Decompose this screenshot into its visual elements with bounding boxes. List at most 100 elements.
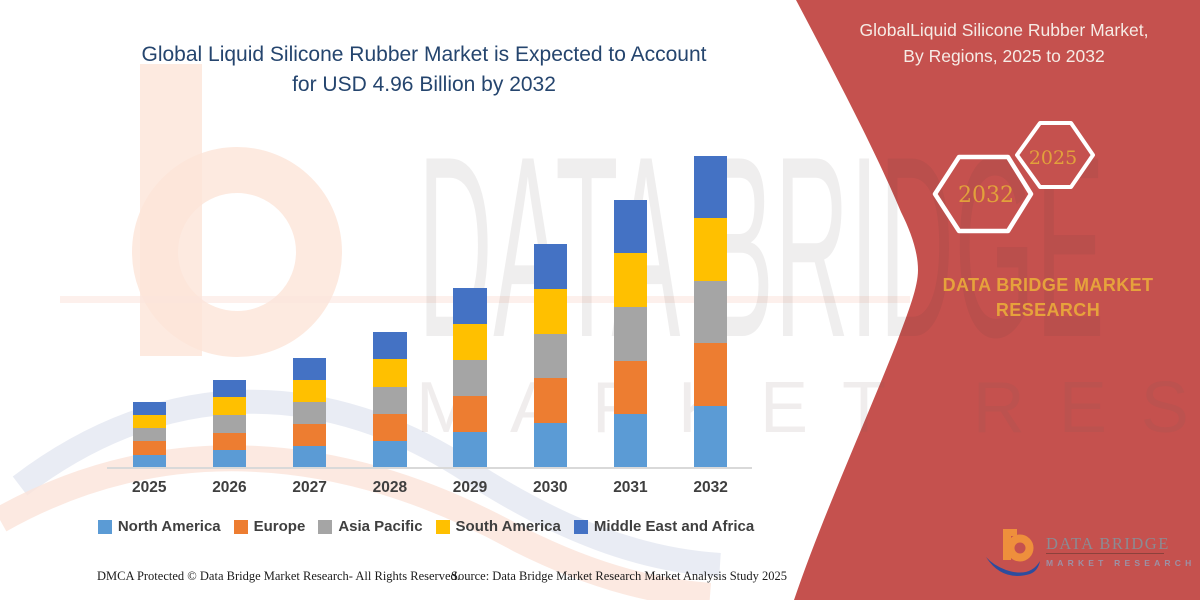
bar-segment-north-america-2029 bbox=[453, 432, 487, 468]
x-axis-label-2032: 2032 bbox=[693, 479, 728, 496]
bar-segment-south-america-2029 bbox=[453, 324, 487, 361]
bar-segment-middle-east-and-africa-2025 bbox=[132, 401, 166, 415]
bar-segment-europe-2028 bbox=[373, 413, 407, 441]
bar-segment-asia-pacific-2030 bbox=[533, 333, 567, 379]
legend-label: South America bbox=[455, 518, 561, 535]
bar-segment-middle-east-and-africa-2028 bbox=[373, 332, 407, 360]
hexagon-2032-label: 2032 bbox=[958, 183, 1014, 208]
chart-title-line2: for USD 4.96 Billion by 2032 bbox=[292, 73, 556, 96]
bar-segment-europe-2027 bbox=[292, 423, 327, 446]
bar-2027 bbox=[292, 0, 327, 468]
legend-label: Asia Pacific bbox=[338, 518, 423, 535]
legend-swatch-asia-pacific bbox=[318, 519, 333, 534]
bar-2030 bbox=[533, 0, 567, 468]
legend-swatch-middle-east-and-africa bbox=[573, 519, 588, 534]
bar-2025 bbox=[132, 0, 166, 468]
bar-segment-south-america-2031 bbox=[613, 253, 648, 308]
bar-2026 bbox=[212, 0, 247, 468]
x-axis-label-2026: 2026 bbox=[212, 479, 247, 496]
bar-segment-north-america-2032 bbox=[693, 405, 728, 468]
legend-item-north-america: North America bbox=[97, 518, 221, 535]
x-axis-line bbox=[107, 467, 752, 469]
bar-segment-europe-2029 bbox=[453, 396, 487, 433]
bar-segment-europe-2032 bbox=[693, 343, 728, 406]
legend-item-europe: Europe bbox=[233, 518, 306, 535]
chart-title: Global Liquid Silicone Rubber Market is … bbox=[104, 40, 744, 100]
footer-copyright: DMCA Protected © Data Bridge Market Rese… bbox=[97, 569, 460, 583]
bar-segment-middle-east-and-africa-2032 bbox=[693, 155, 728, 219]
bar-segment-asia-pacific-2031 bbox=[613, 307, 648, 361]
bar-segment-north-america-2028 bbox=[373, 440, 407, 468]
legend-swatch-europe bbox=[233, 519, 248, 534]
legend-item-asia-pacific: Asia Pacific bbox=[318, 518, 423, 535]
hexagon-2025-label: 2025 bbox=[1029, 147, 1077, 169]
brand-line2: RESEARCH bbox=[995, 300, 1101, 320]
legend-swatch-north-america bbox=[97, 519, 112, 534]
bar-segment-asia-pacific-2032 bbox=[693, 280, 728, 344]
logo-name: DATA BRIDGE bbox=[1046, 534, 1170, 553]
x-axis-label-2030: 2030 bbox=[533, 479, 568, 496]
hexagon-2025 bbox=[1015, 121, 1095, 189]
bar-segment-europe-2030 bbox=[533, 378, 567, 424]
bar-2032 bbox=[693, 0, 728, 468]
side-panel-title-line2: By Regions, 2025 to 2032 bbox=[903, 46, 1105, 66]
bar-segment-asia-pacific-2028 bbox=[373, 386, 407, 414]
legend-swatch-south-america bbox=[435, 519, 450, 534]
legend-label: Europe bbox=[253, 518, 306, 535]
bar-2029 bbox=[453, 0, 487, 468]
legend-label: Middle East and Africa bbox=[593, 518, 755, 535]
hexagon-2032 bbox=[932, 154, 1034, 234]
bar-segment-south-america-2028 bbox=[373, 359, 407, 387]
brand-wordmark: DATA BRIDGE MARKET RESEARCH bbox=[920, 273, 1176, 323]
bar-segment-asia-pacific-2025 bbox=[132, 428, 166, 442]
watermark-b-bowl bbox=[132, 147, 342, 357]
bar-segment-south-america-2026 bbox=[212, 397, 247, 415]
bar-segment-middle-east-and-africa-2031 bbox=[613, 199, 648, 254]
bar-segment-north-america-2031 bbox=[613, 414, 648, 468]
x-axis-label-2028: 2028 bbox=[372, 479, 408, 496]
bar-segment-middle-east-and-africa-2030 bbox=[533, 243, 567, 289]
bar-segment-middle-east-and-africa-2027 bbox=[292, 357, 327, 380]
bar-segment-asia-pacific-2027 bbox=[292, 401, 327, 424]
bar-segment-north-america-2026 bbox=[212, 450, 247, 468]
bar-segment-asia-pacific-2026 bbox=[212, 414, 247, 433]
side-panel-title: GlobalLiquid Silicone Rubber Market, By … bbox=[810, 17, 1198, 69]
chart-legend: North America Europe Asia Pacific South Ame… bbox=[90, 518, 762, 535]
bar-2031 bbox=[613, 0, 648, 468]
logo-swoosh bbox=[986, 557, 1040, 576]
bar-segment-asia-pacific-2029 bbox=[453, 360, 487, 397]
bar-segment-north-america-2030 bbox=[533, 423, 567, 468]
bar-segment-north-america-2027 bbox=[292, 445, 327, 468]
legend-item-south-america: South America bbox=[435, 518, 561, 535]
bar-2028 bbox=[373, 0, 407, 468]
brand-line1: DATA BRIDGE MARKET bbox=[942, 275, 1154, 295]
logo-divider bbox=[1046, 553, 1164, 554]
bar-segment-south-america-2027 bbox=[292, 379, 327, 402]
legend-item-middle-east-and-africa: Middle East and Africa bbox=[573, 518, 755, 535]
chart-title-line1: Global Liquid Silicone Rubber Market is … bbox=[141, 43, 707, 66]
x-axis-label-2027: 2027 bbox=[292, 479, 327, 496]
bar-segment-north-america-2025 bbox=[132, 454, 166, 468]
side-panel-title-line1: GlobalLiquid Silicone Rubber Market, bbox=[859, 20, 1149, 40]
logo-tagline: MARKET RESEARCH bbox=[1046, 558, 1196, 568]
side-panel-shape bbox=[794, 0, 1200, 600]
bar-segment-middle-east-and-africa-2029 bbox=[453, 288, 487, 325]
bar-segment-south-america-2030 bbox=[533, 288, 567, 334]
bar-segment-europe-2026 bbox=[212, 432, 247, 451]
footer-source: Source: Data Bridge Market Research Mark… bbox=[451, 569, 788, 583]
bar-segment-south-america-2025 bbox=[132, 414, 166, 429]
bar-segment-middle-east-and-africa-2026 bbox=[212, 379, 247, 398]
bar-segment-south-america-2032 bbox=[693, 218, 728, 281]
watermark-swoosh-peach bbox=[0, 445, 712, 600]
x-axis-label-2031: 2031 bbox=[613, 479, 648, 496]
x-axis-label-2029: 2029 bbox=[452, 479, 488, 496]
bar-segment-europe-2025 bbox=[132, 441, 166, 455]
bar-segment-europe-2031 bbox=[613, 360, 648, 415]
legend-label: North America bbox=[117, 518, 221, 535]
